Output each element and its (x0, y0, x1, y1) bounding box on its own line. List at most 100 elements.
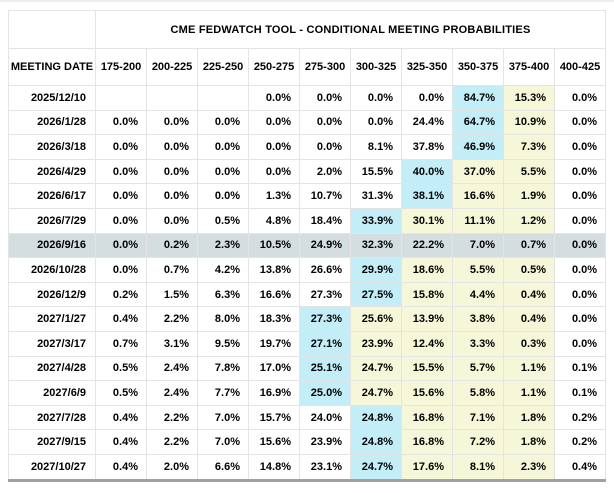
probability-cell: 24.7% (350, 380, 402, 406)
probability-cell: 1.9% (503, 183, 555, 209)
probability-cell: 0.5% (95, 380, 147, 406)
rate-range-header-400-425: 400-425 (553, 48, 607, 86)
probability-cell: 0.5% (197, 207, 249, 234)
meeting-date-cell: 2027/9/15 (8, 429, 96, 455)
meeting-row-2026/10/28[interactable]: 2026/10/28 0.0% 0.7% 4.2% 13.8% 26.6% 29.9% 18.… (8, 257, 607, 283)
meeting-row-2026/1/28[interactable]: 2026/1/28 0.0% 0.0% 0.0% 0.0% 0.0% 0.0% 24.4% 64… (8, 109, 607, 136)
probability-cell: 23.9% (350, 330, 402, 357)
rate-range-header-350-375: 350-375 (452, 48, 504, 86)
rate-range-header-275-300: 275-300 (299, 48, 351, 86)
probability-cell: 37.8% (401, 134, 453, 160)
probability-cell: 0.0% (95, 183, 147, 209)
probability-cell: 8.1% (350, 134, 402, 160)
probability-cell: 0.0% (553, 306, 607, 332)
probability-cell: 0.4% (503, 281, 555, 308)
probability-cell: 25.0% (299, 380, 351, 406)
meeting-row-2027/6/9[interactable]: 2027/6/9 0.5% 2.4% 7.7% 16.9% 25.0% 24.7% 15.6%… (8, 380, 607, 406)
probability-cell: 18.4% (299, 207, 351, 234)
probability-cell: 3.3% (452, 330, 504, 357)
probability-cell: 18.6% (401, 257, 453, 283)
probability-cell: 0.4% (95, 306, 147, 332)
rate-range-header-375-400: 375-400 (503, 48, 555, 86)
probability-cell: 2.2% (146, 429, 198, 455)
probability-cell: 2.2% (146, 306, 198, 332)
probability-cell: 6.3% (197, 281, 249, 308)
probability-cell: 0.0% (553, 158, 607, 185)
probability-cell: 14.8% (248, 453, 300, 481)
probability-cell: 2.4% (146, 355, 198, 382)
meeting-row-2026/6/17[interactable]: 2026/6/17 0.0% 0.0% 0.0% 1.3% 10.7% 31.3% 38.1%… (8, 183, 607, 209)
meeting-date-cell: 2027/7/28 (8, 404, 96, 431)
probability-cell: 0.0% (350, 109, 402, 136)
page-top-edge (0, 0, 614, 2)
probability-cell: 24.7% (350, 355, 402, 382)
meeting-row-2027/3/17[interactable]: 2027/3/17 0.7% 3.1% 9.5% 19.7% 27.1% 23.9% 12.4… (8, 330, 607, 357)
meeting-date-column-header: MEETING DATE (8, 48, 96, 86)
meeting-row-2027/9/15[interactable]: 2027/9/15 0.4% 2.2% 7.0% 15.6% 23.9% 24.8% 16.8… (8, 429, 607, 455)
meeting-row-2025/12/10[interactable]: 2025/12/10 0.0% 0.0% 0.0% 0.0% 84.7% 15.3% 0.0% (8, 85, 607, 111)
probability-cell: 7.0% (197, 404, 249, 431)
probability-cell: 0.1% (553, 380, 607, 406)
probability-cell: 9.5% (197, 330, 249, 357)
probability-cell: 1.8% (503, 429, 555, 455)
rate-range-header-225-250: 225-250 (197, 48, 249, 86)
meeting-row-2027/4/28[interactable]: 2027/4/28 0.5% 2.4% 7.8% 17.0% 25.1% 24.7% 15.5… (8, 355, 607, 382)
probability-cell: 0.3% (503, 330, 555, 357)
probability-cell: 0.0% (197, 109, 249, 136)
probability-cell: 4.8% (248, 207, 300, 234)
probability-cell: 16.9% (248, 380, 300, 406)
probability-cell: 0.0% (553, 85, 607, 111)
probability-cell: 0.4% (95, 429, 147, 455)
probability-cell: 0.0% (553, 232, 607, 259)
probability-cell: 4.2% (197, 257, 249, 283)
meeting-row-2026/12/9[interactable]: 2026/12/9 0.2% 1.5% 6.3% 16.6% 27.3% 27.5% 15.8… (8, 281, 607, 308)
probability-cell: 7.7% (197, 380, 249, 406)
meeting-row-2027/10/27[interactable]: 2027/10/27 0.4% 2.0% 6.6% 14.8% 23.1% 24.7% 17.… (8, 453, 607, 481)
probability-cell: 37.0% (452, 158, 504, 185)
meeting-row-2026/9/16[interactable]: 2026/9/16 0.0% 0.2% 2.3% 10.5% 24.9% 32.3% 22.2… (8, 232, 607, 259)
fedwatch-probabilities-table: CME FEDWATCH TOOL - CONDITIONAL MEETING … (8, 10, 607, 482)
probability-cell: 2.0% (146, 453, 198, 481)
probability-cell: 15.5% (350, 158, 402, 185)
probability-cell: 0.0% (146, 134, 198, 160)
meeting-date-cell: 2026/3/18 (8, 134, 96, 160)
probability-cell: 0.0% (350, 85, 402, 111)
meeting-row-2026/3/18[interactable]: 2026/3/18 0.0% 0.0% 0.0% 0.0% 0.0% 8.1% 37.8% 46… (8, 134, 607, 160)
meeting-row-2027/1/27[interactable]: 2027/1/27 0.4% 2.2% 8.0% 18.3% 27.3% 25.6% 13.9… (8, 306, 607, 332)
corner-cell (8, 10, 96, 49)
table-body: 2025/12/10 0.0% 0.0% 0.0% 0.0% 84.7% 15.3% 0.0%… (8, 85, 607, 481)
probability-cell: 24.0% (299, 404, 351, 431)
probability-cell: 13.9% (401, 306, 453, 332)
probability-cell: 24.4% (401, 109, 453, 136)
probability-cell: 15.8% (401, 281, 453, 308)
probability-cell: 24.9% (299, 232, 351, 259)
probability-cell: 1.8% (503, 404, 555, 431)
meeting-row-2027/7/28[interactable]: 2027/7/28 0.4% 2.2% 7.0% 15.7% 24.0% 24.8% 16.8… (8, 404, 607, 431)
probability-cell: 0.0% (95, 109, 147, 136)
probability-cell: 0.0% (197, 183, 249, 209)
meeting-date-cell: 2026/9/16 (8, 232, 96, 259)
probability-cell: 5.7% (452, 355, 504, 382)
probability-cell: 2.3% (197, 232, 249, 259)
probability-cell: 0.0% (146, 207, 198, 234)
probability-cell: 32.3% (350, 232, 402, 259)
probability-cell: 0.2% (553, 404, 607, 431)
probability-cell: 7.0% (197, 429, 249, 455)
probability-cell: 15.5% (401, 355, 453, 382)
probability-cell: 16.6% (452, 183, 504, 209)
probability-cell: 12.4% (401, 330, 453, 357)
meeting-row-2026/4/29[interactable]: 2026/4/29 0.0% 0.0% 0.0% 0.0% 2.0% 15.5% 40.0% 3… (8, 158, 607, 185)
probability-cell: 11.1% (452, 207, 504, 234)
probability-cell: 17.6% (401, 453, 453, 481)
probability-cell: 24.8% (350, 429, 402, 455)
probability-cell: 15.7% (248, 404, 300, 431)
probability-cell: 27.3% (299, 281, 351, 308)
probability-cell (146, 85, 198, 111)
probability-cell: 64.7% (452, 109, 504, 136)
probability-cell: 7.0% (452, 232, 504, 259)
meeting-row-2026/7/29[interactable]: 2026/7/29 0.0% 0.0% 0.5% 4.8% 18.4% 33.9% 30.1%… (8, 207, 607, 234)
probability-cell: 40.0% (401, 158, 453, 185)
meeting-date-cell: 2027/10/27 (8, 453, 96, 481)
probability-cell: 1.5% (146, 281, 198, 308)
probability-cell: 0.0% (553, 134, 607, 160)
